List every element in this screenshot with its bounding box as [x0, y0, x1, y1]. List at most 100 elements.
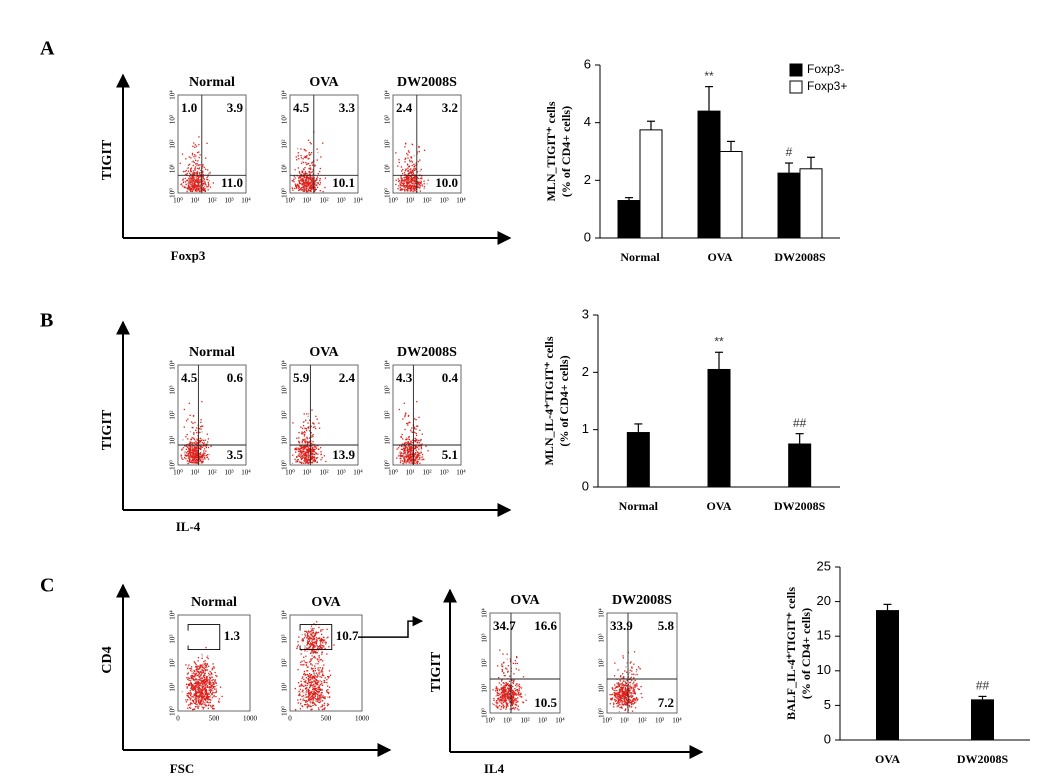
- dot: [200, 169, 202, 172]
- dot: [412, 189, 414, 191]
- dot: [191, 185, 193, 187]
- dot: [190, 169, 192, 171]
- dot: [411, 161, 413, 163]
- dot: [315, 457, 318, 460]
- dot: [407, 414, 410, 417]
- dot: [201, 655, 204, 657]
- dot: [309, 702, 312, 704]
- dot: [191, 450, 194, 452]
- dot: [298, 441, 301, 444]
- dot: [302, 639, 304, 641]
- dot: [401, 460, 403, 462]
- y-tick-label: 10⁴: [384, 360, 392, 370]
- dot: [199, 176, 201, 178]
- dot: [301, 160, 304, 163]
- dot: [513, 691, 516, 693]
- bar: [788, 443, 812, 488]
- dot: [294, 184, 297, 187]
- dot: [318, 427, 321, 429]
- dot: [198, 441, 201, 443]
- dot: [304, 171, 307, 173]
- dot: [197, 688, 199, 691]
- dot: [420, 179, 422, 182]
- dot: [197, 181, 200, 184]
- dot: [415, 456, 418, 458]
- dot: [309, 705, 311, 708]
- dot: [310, 691, 312, 693]
- dot: [317, 151, 319, 154]
- dot: [416, 460, 418, 463]
- dot: [319, 642, 322, 644]
- dot: [310, 143, 312, 145]
- dot: [189, 163, 191, 165]
- dot: [627, 693, 630, 695]
- dot: [411, 462, 413, 464]
- dot: [201, 669, 203, 671]
- dot: [309, 701, 311, 703]
- dot: [503, 675, 505, 677]
- dot: [309, 642, 312, 644]
- dot: [216, 684, 218, 687]
- dot: [189, 178, 191, 180]
- dot: [630, 686, 632, 688]
- dot: [191, 184, 193, 186]
- dot: [194, 702, 197, 705]
- dot: [196, 184, 198, 187]
- y-tick-label: 10³: [384, 385, 392, 394]
- dot: [413, 177, 415, 179]
- dot: [307, 447, 310, 449]
- dot: [318, 688, 321, 690]
- dot: [201, 682, 203, 685]
- dot: [396, 448, 398, 450]
- dot: [207, 175, 209, 177]
- dot: [199, 188, 201, 190]
- dot: [207, 679, 209, 681]
- dot: [316, 674, 319, 676]
- dot: [513, 699, 515, 701]
- dot: [321, 640, 323, 642]
- dot: [191, 457, 193, 460]
- dot: [207, 696, 210, 698]
- dot: [619, 704, 621, 706]
- dot: [302, 181, 305, 184]
- dot: [197, 176, 200, 179]
- dot: [196, 682, 198, 685]
- dot: [314, 189, 316, 192]
- dot: [300, 426, 302, 428]
- dot: [397, 455, 400, 457]
- dot: [306, 635, 309, 637]
- dot: [208, 702, 210, 704]
- dot: [212, 663, 214, 665]
- dot: [501, 670, 504, 672]
- dot: [409, 449, 411, 451]
- dot: [311, 185, 313, 188]
- dot: [624, 692, 626, 695]
- dot: [321, 704, 323, 706]
- dot: [632, 699, 634, 701]
- dot: [418, 187, 421, 189]
- dot: [198, 701, 200, 704]
- dot: [640, 692, 642, 695]
- quadrant-value: 10.0: [435, 175, 458, 190]
- dot: [199, 702, 202, 704]
- dot: [196, 438, 198, 440]
- dot: [318, 708, 320, 711]
- dot: [517, 705, 519, 707]
- dot: [302, 421, 305, 423]
- dot: [312, 704, 314, 707]
- dot: [190, 693, 193, 695]
- dot: [202, 682, 204, 685]
- dot: [316, 148, 318, 150]
- dot: [307, 630, 310, 632]
- dot: [204, 706, 206, 708]
- plot-frame: [392, 364, 462, 466]
- dot: [200, 698, 202, 700]
- dot: [619, 679, 621, 682]
- dot: [629, 685, 631, 687]
- dot: [186, 683, 188, 685]
- dot: [199, 682, 201, 685]
- dot: [206, 142, 208, 144]
- dot: [194, 673, 197, 675]
- dot: [188, 692, 190, 694]
- dot: [189, 186, 191, 188]
